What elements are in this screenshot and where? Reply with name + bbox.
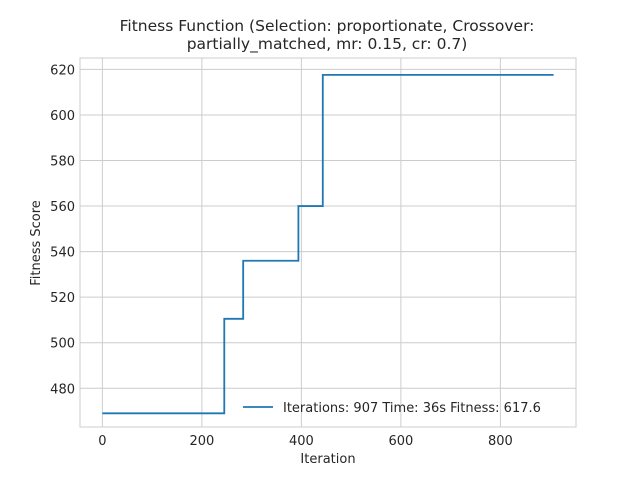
x-tick-label: 400 <box>289 434 314 449</box>
x-tick-label: 600 <box>388 434 413 449</box>
y-tick-label: 540 <box>50 246 75 261</box>
x-tick-label: 800 <box>488 434 513 449</box>
y-tick-label: 480 <box>50 382 75 397</box>
x-tick-label: 200 <box>189 434 214 449</box>
series-layer <box>102 73 554 415</box>
chart-title-line-2: partially_matched, mr: 0.15, cr: 0.7) <box>187 35 468 54</box>
x-axis-label: Iteration <box>300 452 355 467</box>
y-tick-label: 580 <box>50 155 75 170</box>
series-line <box>102 73 554 415</box>
tick-labels: 0 200 400 600 800 480 500 520 540 560 580 600 620 <box>50 63 513 449</box>
y-axis-label: Fitness Score <box>29 200 44 286</box>
legend-label: Iterations: 907 Time: 36s Fitness: 617.6 <box>283 401 541 416</box>
y-tick-label: 600 <box>50 109 75 124</box>
chart-title-line-1: Fitness Function (Selection: proportiona… <box>120 17 535 35</box>
grid-lines <box>80 58 576 427</box>
y-tick-label: 560 <box>50 200 75 215</box>
y-tick-label: 620 <box>50 63 75 78</box>
y-tick-label: 520 <box>50 291 75 306</box>
legend: Iterations: 907 Time: 36s Fitness: 617.6 <box>243 401 541 416</box>
x-tick-label: 0 <box>98 434 106 449</box>
y-tick-label: 500 <box>50 337 75 352</box>
plot-frame <box>79 57 577 428</box>
